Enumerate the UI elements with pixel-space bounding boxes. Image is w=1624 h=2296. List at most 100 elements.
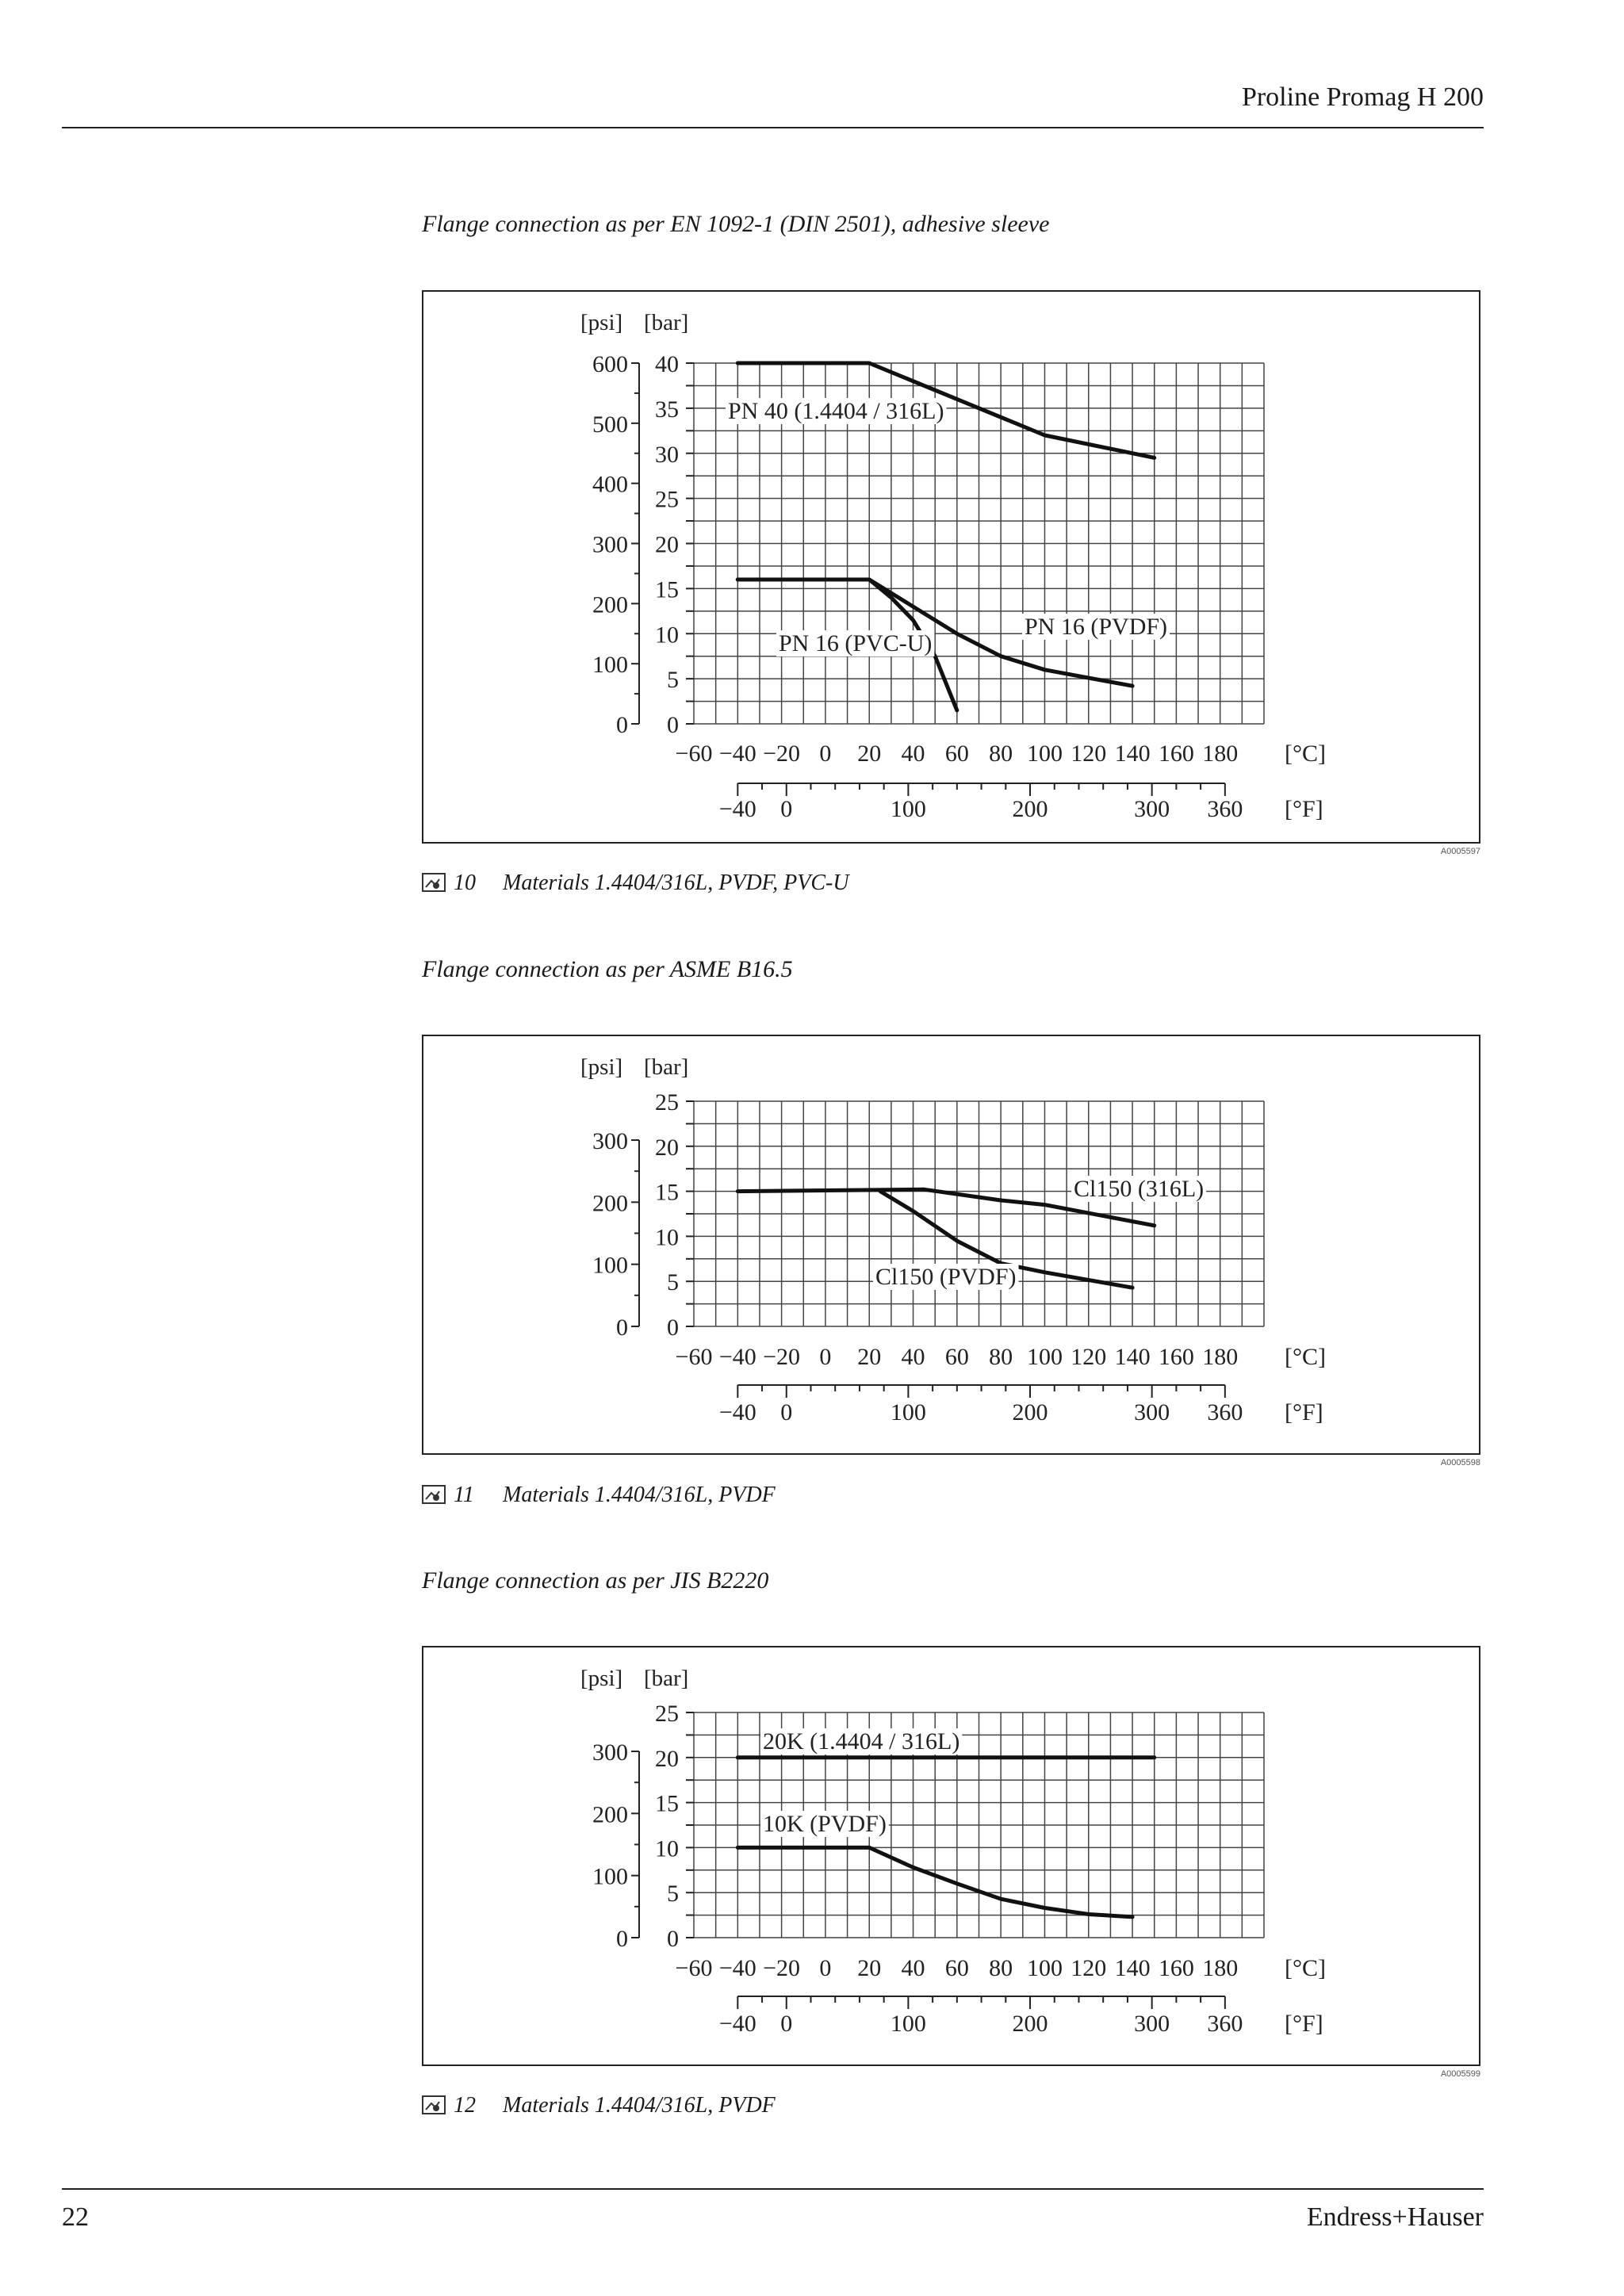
y-tick-label: 20: [655, 532, 679, 558]
figure-code-2: A0005598: [1440, 1458, 1480, 1468]
caption-number: 12: [454, 2093, 476, 2118]
series-line: [735, 577, 959, 713]
f-tick-label: 360: [1207, 796, 1243, 822]
y-tick-label: 20: [655, 1135, 679, 1161]
y-tick-label: 15: [655, 1180, 679, 1206]
psi-tick-label: 300: [592, 1128, 628, 1154]
x-tick-label: 100: [1027, 740, 1063, 767]
y-tick-label: 25: [655, 487, 679, 513]
figure-box-1: [psi] [bar] 0 5 10 15 20 25 30 35 40 0 100 200 300 400 5…: [422, 290, 1480, 844]
section-title-2: Flange connection as per ASME B16.5: [422, 956, 793, 982]
x-tick-label: −20: [763, 1344, 800, 1370]
series-label: PN 40 (1.4404 / 316L): [728, 398, 944, 424]
psi-tick-label: 200: [592, 1801, 628, 1827]
f-tick-label: 100: [891, 796, 926, 822]
y-tick-label: 5: [667, 1881, 679, 1907]
x-unit-label: [°C]: [1285, 740, 1326, 767]
series-line: [735, 1187, 1157, 1228]
series-line: [878, 1189, 1135, 1290]
x-tick-label: 20: [857, 740, 881, 767]
psi-tick-label: 0: [616, 1926, 628, 1952]
y-tick-label: 20: [655, 1746, 679, 1772]
x-tick-label: 100: [1027, 1344, 1063, 1370]
x-tick-label: 180: [1202, 740, 1238, 767]
bar-unit-label: [bar]: [644, 310, 688, 335]
series-label: Cl150 (316L): [1074, 1176, 1204, 1202]
bar-unit-label: [bar]: [644, 1054, 688, 1080]
footer-rule: [62, 2188, 1484, 2190]
f-unit-label: [°F]: [1285, 2011, 1323, 2037]
figure-code-3: A0005599: [1440, 2069, 1480, 2079]
x-tick-label: 140: [1115, 1344, 1151, 1370]
series-line: [735, 361, 1157, 460]
x-tick-label: 100: [1027, 1955, 1063, 1981]
f-tick-label: 360: [1207, 2011, 1243, 2037]
x-tick-label: 180: [1202, 1344, 1238, 1370]
y-tick-label: 5: [667, 1269, 679, 1295]
f-unit-label: [°F]: [1285, 1399, 1323, 1425]
x-tick-label: −20: [763, 740, 800, 767]
x-tick-label: 140: [1115, 740, 1151, 767]
x-tick-label: 120: [1071, 1344, 1106, 1370]
page-number: 22: [62, 2202, 89, 2232]
caption-text: Materials 1.4404/316L, PVDF, PVC-U: [503, 871, 849, 895]
x-tick-label: 80: [989, 1955, 1013, 1981]
figure-caption-2: 11 Materials 1.4404/316L, PVDF: [422, 1483, 776, 1508]
f-tick-label: 200: [1013, 1399, 1048, 1425]
figure-icon: [422, 1485, 446, 1504]
series-label-backing: [776, 630, 935, 656]
bar-unit-label: [bar]: [644, 1666, 688, 1691]
series-label-backing: [1022, 614, 1170, 640]
caption-number: 11: [454, 1483, 474, 1507]
f-tick-label: −40: [719, 1399, 756, 1425]
figure-code-1: A0005597: [1440, 847, 1480, 856]
f-tick-label: 300: [1134, 796, 1170, 822]
f-tick-label: −40: [719, 2011, 756, 2037]
x-tick-label: −40: [719, 1955, 756, 1981]
x-tick-label: −40: [719, 740, 756, 767]
figure-caption-3: 12 Materials 1.4404/316L, PVDF: [422, 2093, 776, 2118]
psi-tick-label: 200: [592, 591, 628, 618]
psi-tick-label: 100: [592, 1864, 628, 1890]
series-label-backing: [726, 398, 947, 424]
x-tick-label: 20: [857, 1955, 881, 1981]
x-tick-label: 0: [819, 1955, 831, 1981]
x-tick-label: 140: [1115, 1955, 1151, 1981]
x-tick-label: 160: [1159, 740, 1194, 767]
x-tick-label: 160: [1159, 1955, 1194, 1981]
pressure-temperature-chart-1: [psi] [bar]051015202530354001002003004005…: [580, 310, 1326, 822]
section-title-1: Flange connection as per EN 1092-1 (DIN …: [422, 211, 1050, 237]
f-tick-label: 360: [1207, 1399, 1243, 1425]
f-tick-label: 0: [780, 796, 792, 822]
psi-tick-label: 500: [592, 411, 628, 438]
series-label-backing: [760, 1728, 963, 1755]
figure-icon: [422, 873, 446, 892]
y-tick-label: 25: [655, 1089, 679, 1115]
y-tick-label: 40: [655, 351, 679, 377]
chart-grid: [693, 1100, 1265, 1327]
caption-text: Materials 1.4404/316L, PVDF: [503, 1483, 776, 1507]
x-tick-label: 60: [945, 1955, 969, 1981]
figure-icon: [422, 2095, 446, 2114]
x-tick-label: 180: [1202, 1955, 1238, 1981]
psi-unit-label: [psi]: [580, 310, 622, 335]
f-tick-label: 300: [1134, 2011, 1170, 2037]
x-tick-label: 40: [902, 1344, 925, 1370]
x-unit-label: [°C]: [1285, 1955, 1326, 1981]
psi-tick-label: 0: [616, 712, 628, 738]
x-tick-label: 80: [989, 1344, 1013, 1370]
y-tick-label: 0: [667, 1314, 679, 1341]
psi-tick-label: 0: [616, 1314, 628, 1341]
psi-tick-label: 600: [592, 351, 628, 377]
y-tick-label: 0: [667, 1926, 679, 1952]
series-label: Cl150 (PVDF): [875, 1264, 1017, 1290]
series-label-backing: [760, 1811, 889, 1837]
y-tick-label: 10: [655, 622, 679, 648]
y-tick-label: 10: [655, 1224, 679, 1250]
series-label-backing: [873, 1264, 1019, 1290]
x-tick-label: −60: [676, 740, 713, 767]
x-tick-label: 60: [945, 1344, 969, 1370]
figure-caption-1: 10 Materials 1.4404/316L, PVDF, PVC-U: [422, 871, 849, 896]
y-tick-label: 10: [655, 1835, 679, 1862]
